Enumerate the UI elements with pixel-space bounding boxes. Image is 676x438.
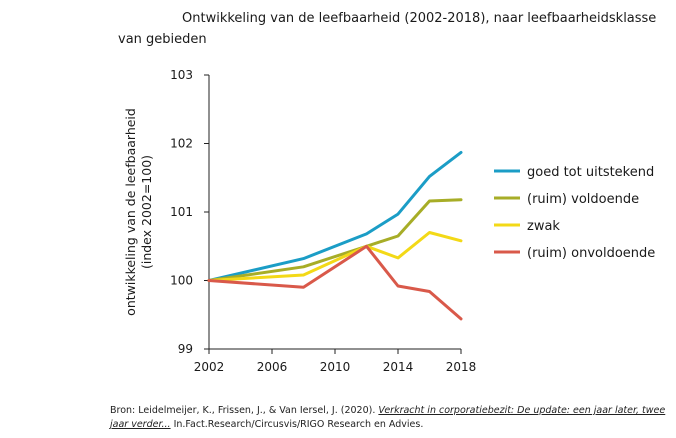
- legend-label-2: (ruim) voldoende: [527, 192, 639, 207]
- source-suffix: In.Fact.Research/Circusvis/RIGO Research…: [170, 419, 424, 430]
- x-tick-label: 2010: [320, 360, 351, 374]
- series-line-4: [207, 244, 463, 321]
- series-line-3: [207, 231, 463, 282]
- x-tick-label: 2002: [194, 360, 225, 374]
- source-prefix: Bron: Leidelmeijer, K., Frissen, J., & V…: [110, 405, 379, 416]
- series-line-1: [207, 150, 463, 282]
- y-axis-label: ontwikkeling van de leefbaarheid (index …: [123, 108, 154, 316]
- y-tick-label: 99: [178, 342, 193, 356]
- chart-title: Ontwikkeling van de leefbaarheid (2002-2…: [118, 8, 658, 50]
- chart-title-line-2: van gebieden: [118, 32, 207, 47]
- legend-label-1: goed tot uitstekend: [527, 165, 654, 180]
- y-tick-label: 101: [170, 205, 193, 219]
- x-tick-label: 2006: [257, 360, 288, 374]
- x-tick-label: 2014: [383, 360, 414, 374]
- y-axis-label-line-1: ontwikkeling van de leefbaarheid: [123, 108, 138, 316]
- legend-label-3: zwak: [527, 219, 560, 234]
- x-tick-label: 2018: [446, 360, 477, 374]
- y-axis-label-line-2: (index 2002=100): [139, 155, 154, 269]
- legend-label-4: (ruim) onvoldoende: [527, 246, 655, 261]
- chart-title-line-1: Ontwikkeling van de leefbaarheid (2002-2…: [182, 11, 657, 26]
- series-lines: [207, 150, 463, 321]
- y-tick-label: 102: [170, 137, 193, 151]
- y-tick-label: 100: [170, 274, 193, 288]
- line-chart: 99 100 101 102 103 2002 2006 2010 2014 2018 ontwi…: [123, 68, 655, 374]
- series-line-2: [207, 198, 463, 282]
- chart-legend: goed tot uitstekend (ruim) voldoende zwak (…: [494, 165, 655, 261]
- source-citation: Bron: Leidelmeijer, K., Frissen, J., & V…: [110, 404, 670, 432]
- y-tick-label: 103: [170, 68, 193, 82]
- source-link[interactable]: Verkracht in corporatiebezit: De update:…: [110, 405, 666, 430]
- chart-axes: 99 100 101 102 103 2002 2006 2010 2014 2018: [170, 68, 476, 374]
